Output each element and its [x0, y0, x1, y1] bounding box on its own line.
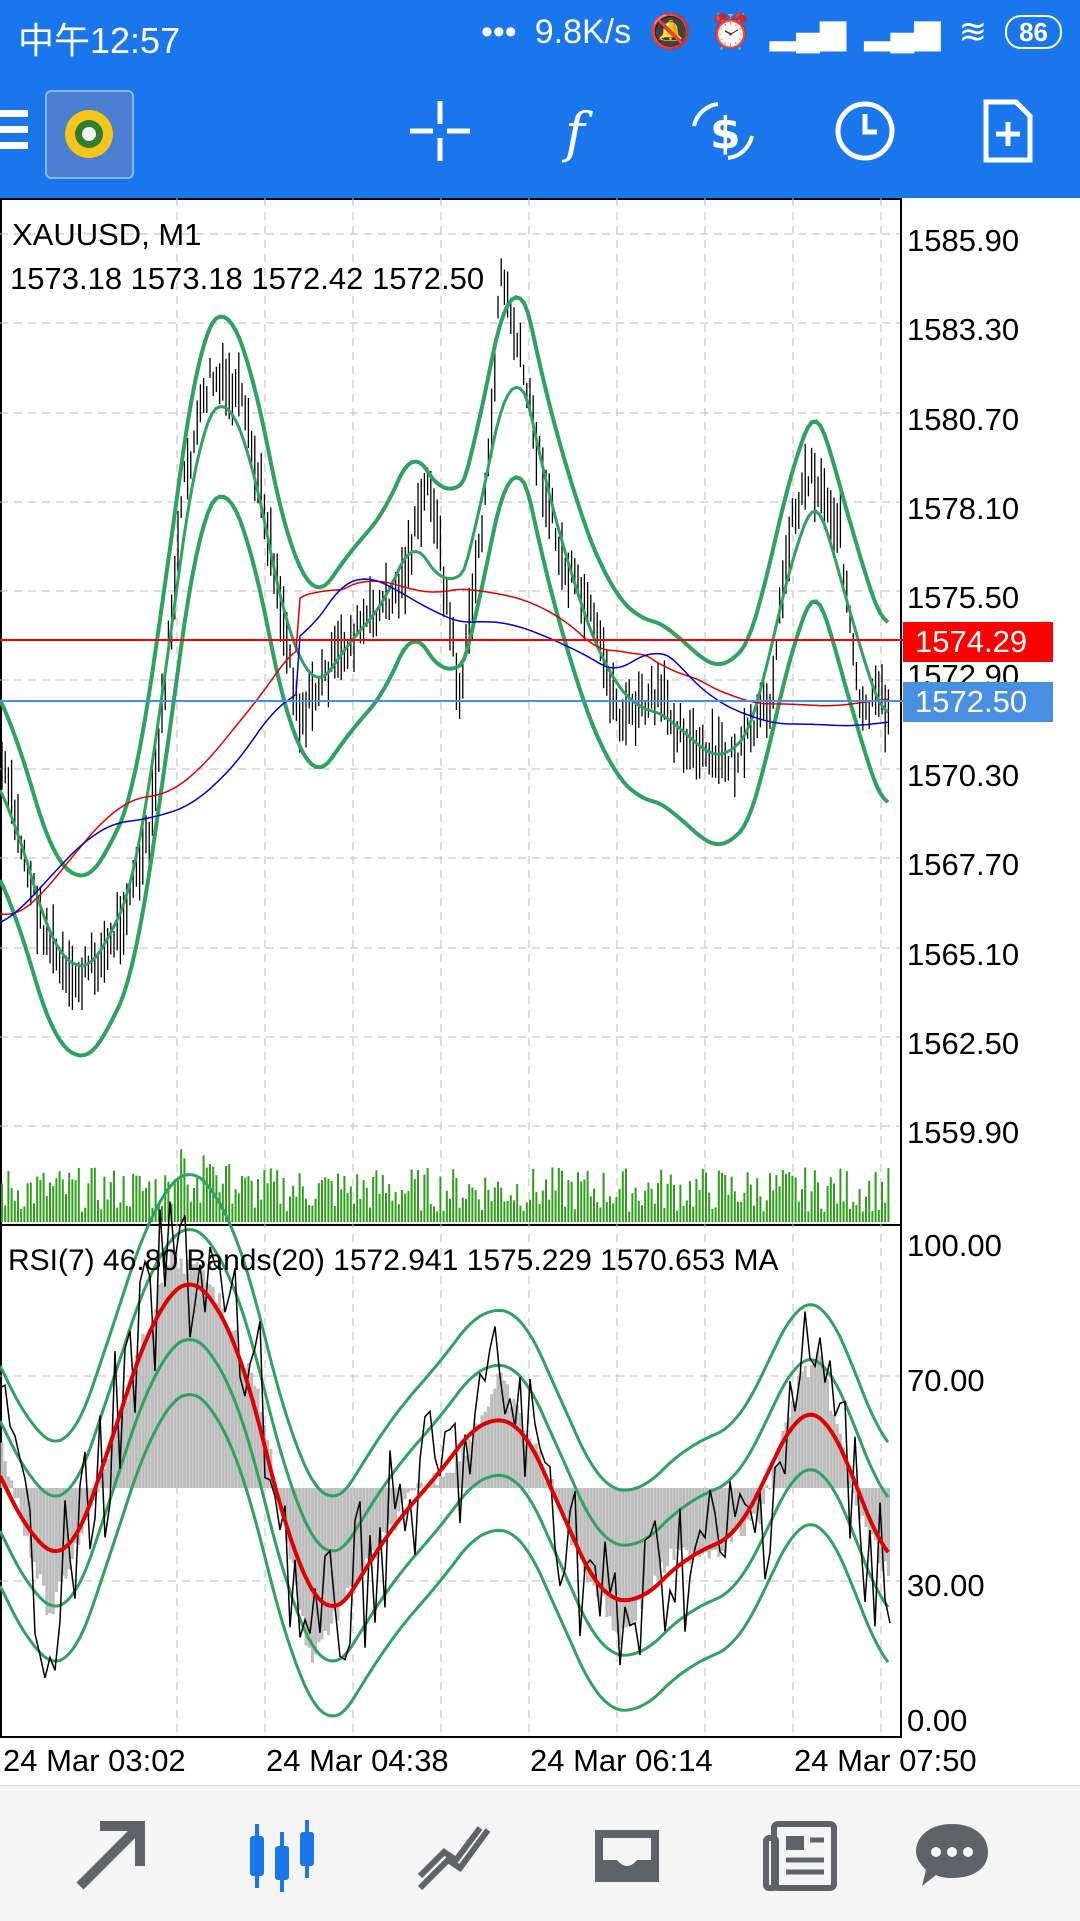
price-label: 1585.90 — [907, 223, 1019, 258]
price-label: 1570.30 — [907, 758, 1019, 793]
rsi-axis-label: 30.00 — [907, 1568, 985, 1603]
status-right: ••• 9.8K/s 🔕 ⏰ ▂▄▆ ▂▄▆ ≋ 86 — [481, 12, 1062, 52]
rsi-band-upper — [0, 1173, 890, 1498]
chat-icon[interactable] — [912, 1816, 992, 1896]
menu-icon[interactable] — [0, 110, 28, 158]
wifi-icon: ≋ — [958, 13, 988, 51]
battery-indicator: 86 — [1005, 15, 1062, 49]
price-label: 1567.70 — [907, 847, 1019, 882]
status-bar: 中午12:57 ••• 9.8K/s 🔕 ⏰ ▂▄▆ ▂▄▆ ≋ 86 — [0, 0, 1080, 70]
new-order-icon[interactable] — [972, 96, 1042, 166]
rsi-band-mid-upper — [0, 1228, 890, 1553]
mt4-logo[interactable] — [45, 90, 134, 179]
price-label: 1575.50 — [907, 580, 1019, 615]
price-label: 1562.50 — [907, 1026, 1019, 1061]
rsi-ma-line — [0, 1282, 890, 1609]
ma-blue — [0, 578, 889, 924]
svg-text:f: f — [561, 101, 593, 164]
price-label: 1559.90 — [907, 1115, 1019, 1150]
ask-price-badge — [903, 622, 1053, 662]
mute-icon: 🔕 — [649, 13, 692, 51]
more-dots-icon: ••• — [481, 12, 517, 51]
bottom-nav — [0, 1785, 1080, 1921]
symbol-timeframe: XAUUSD, M1 — [12, 217, 201, 252]
time-label: 24 Mar 03:02 — [3, 1743, 186, 1778]
rsi-axis-label: 100.00 — [907, 1228, 1002, 1263]
chart-icon[interactable] — [242, 1816, 322, 1896]
bollinger-middle — [0, 385, 890, 968]
crosshair-icon[interactable] — [405, 96, 475, 166]
signal-2-icon: ▂▄▆ — [864, 13, 941, 51]
price-label: 1583.30 — [907, 312, 1019, 347]
ask-price-text: 1574.29 — [915, 624, 1027, 659]
ohlc-values: 1573.18 1573.18 1572.42 1572.50 — [10, 261, 484, 296]
rsi-axis-label: 70.00 — [907, 1363, 985, 1398]
bid-price-badge — [903, 682, 1053, 722]
time-label: 24 Mar 07:50 — [794, 1743, 977, 1778]
rsi-axis-label: 0.00 — [907, 1703, 967, 1738]
bid-price-text: 1572.50 — [915, 684, 1027, 719]
price-label: 1565.10 — [907, 937, 1019, 972]
function-icon[interactable]: f — [545, 96, 615, 166]
history-icon[interactable] — [414, 1816, 494, 1896]
ma-red — [0, 580, 889, 915]
svg-text:$: $ — [710, 108, 741, 159]
news-icon[interactable] — [760, 1816, 840, 1896]
price-label: 1580.70 — [907, 402, 1019, 437]
bollinger-lower — [0, 475, 890, 1058]
signal-icon: ▂▄▆ — [769, 13, 847, 51]
trade-icon[interactable] — [70, 1816, 150, 1896]
time-label: 24 Mar 06:14 — [530, 1743, 713, 1778]
trade-dollar-icon[interactable]: $ — [688, 96, 758, 166]
alarm-icon: ⏰ — [709, 13, 752, 51]
rsi-line — [0, 1201, 891, 1679]
price-chart[interactable]: 1585.90 1583.30 1580.70 1578.10 1575.50 … — [0, 198, 1080, 1785]
chart-area[interactable]: 1585.90 1583.30 1580.70 1578.10 1575.50 … — [0, 198, 1080, 1785]
time-label: 24 Mar 04:38 — [266, 1743, 449, 1778]
price-label: 1578.10 — [907, 491, 1019, 526]
rsi-band-mid-lower — [0, 1338, 890, 1663]
indicator-header: RSI(7) 46.80 Bands(20) 1572.941 1575.229… — [8, 1244, 779, 1277]
inbox-icon[interactable] — [587, 1816, 667, 1896]
top-toolbar: f $ — [0, 70, 1080, 198]
clock-icon[interactable] — [830, 96, 900, 166]
rsi-band-lower — [0, 1393, 890, 1718]
network-speed: 9.8K/s — [534, 12, 632, 51]
status-time: 中午12:57 — [18, 20, 181, 61]
